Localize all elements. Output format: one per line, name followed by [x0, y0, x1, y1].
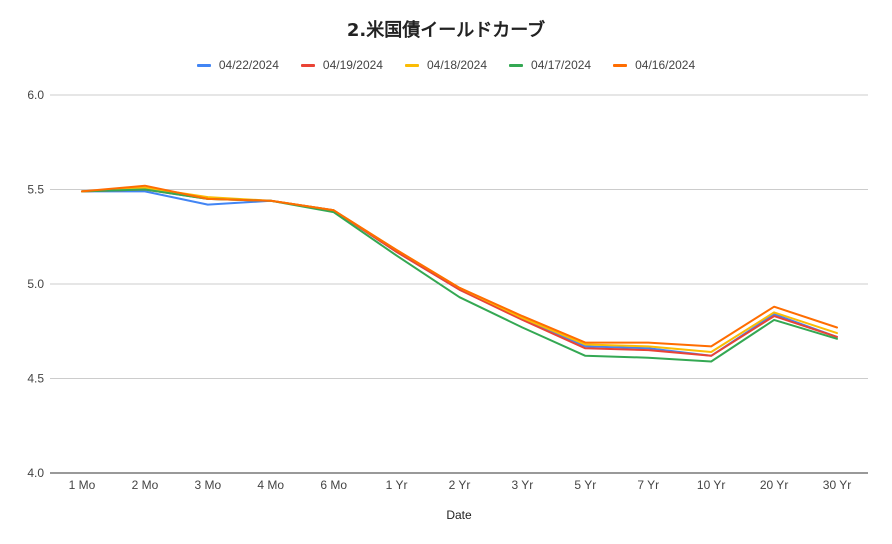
- x-tick-label: 2 Mo: [132, 478, 159, 492]
- x-axis-label: Date: [446, 508, 472, 522]
- y-axis: 4.0 4.5 5.0 5.5 6.0: [27, 88, 44, 480]
- x-axis: 1 Mo 2 Mo 3 Mo 4 Mo 6 Mo 1 Yr 2 Yr 3 Yr 5 Yr 7 Yr…: [69, 478, 852, 492]
- series-line[interactable]: [81, 190, 838, 357]
- legend-label: 04/17/2024: [531, 58, 592, 72]
- series-line[interactable]: [81, 184, 838, 348]
- y-tick-label: 5.5: [27, 183, 44, 197]
- legend-swatch: [196, 63, 211, 67]
- x-tick-label: 6 Mo: [320, 478, 347, 492]
- x-tick-label: 4 Mo: [257, 478, 284, 492]
- legend-label: 04/16/2024: [635, 58, 696, 72]
- x-tick-label: 1 Yr: [386, 478, 408, 492]
- series-line[interactable]: [81, 188, 838, 363]
- x-tick-label: 3 Mo: [194, 478, 221, 492]
- legend-item[interactable]: 04/18/2024: [404, 58, 488, 72]
- legend-swatch: [509, 63, 524, 67]
- legend-item[interactable]: 04/19/2024: [300, 58, 383, 72]
- legend-item[interactable]: 04/16/2024: [613, 58, 695, 72]
- legend-label: 04/19/2024: [322, 58, 383, 72]
- x-tick-label: 3 Yr: [512, 478, 534, 492]
- y-tick-label: 4.5: [27, 372, 44, 386]
- legend-swatch: [300, 63, 315, 67]
- x-tick-label: 30 Yr: [823, 478, 851, 492]
- x-tick-label: 20 Yr: [760, 478, 788, 492]
- gridlines: [50, 94, 868, 474]
- legend-item[interactable]: 04/22/2024: [196, 58, 279, 72]
- legend-swatch: [404, 63, 419, 67]
- legend-label: 04/18/2024: [426, 58, 488, 72]
- series-lines: [81, 184, 838, 363]
- legend-swatch: [613, 63, 628, 67]
- chart-legend: 04/22/2024 04/19/2024 04/18/2024 04/17/2…: [0, 58, 892, 72]
- series-line[interactable]: [81, 188, 838, 357]
- x-tick-label: 10 Yr: [697, 478, 725, 492]
- x-tick-label: 7 Yr: [637, 478, 659, 492]
- chart-title: 2.米国債イールドカーブ: [346, 20, 546, 41]
- y-tick-label: 4.0: [27, 466, 44, 480]
- legend-item[interactable]: 04/17/2024: [509, 58, 591, 72]
- x-tick-label: 2 Yr: [449, 478, 471, 492]
- y-tick-label: 5.0: [27, 277, 44, 291]
- legend-label: 04/22/2024: [218, 58, 279, 72]
- x-tick-label: 5 Yr: [574, 478, 596, 492]
- x-tick-label: 1 Mo: [69, 478, 96, 492]
- y-tick-label: 6.0: [27, 88, 44, 102]
- series-line[interactable]: [81, 186, 838, 353]
